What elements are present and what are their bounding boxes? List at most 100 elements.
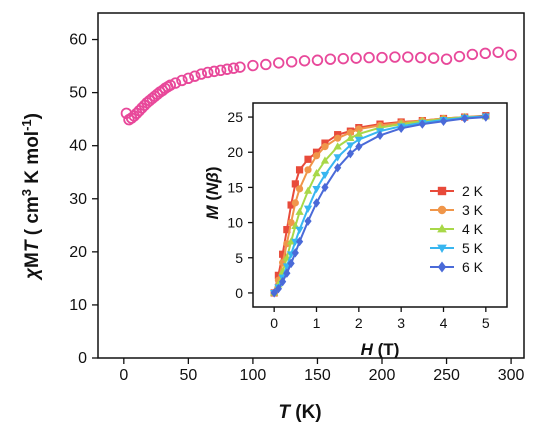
main-x-tick-label: 0	[119, 367, 128, 384]
data-point	[461, 113, 469, 124]
legend-label: 2 K	[462, 183, 484, 199]
data-point	[298, 55, 311, 67]
data-point	[234, 61, 246, 73]
main-x-tick-label: 200	[369, 367, 396, 384]
series-6k	[270, 112, 490, 298]
data-point	[453, 50, 466, 63]
data-point	[182, 72, 195, 84]
data-point	[397, 123, 405, 134]
data-point	[311, 54, 324, 66]
data-point	[355, 125, 363, 133]
inset-x-tick-label: 4	[440, 315, 448, 331]
main-y-tick-label: 20	[69, 244, 87, 261]
inset-y-tick-label: 10	[227, 215, 243, 231]
data-point	[291, 248, 299, 258]
data-point	[287, 218, 295, 227]
data-point	[214, 64, 227, 77]
legend-item: 5 K	[430, 240, 484, 256]
main-y-axis-title: χMT ( cm3 K mol-1)	[19, 113, 43, 281]
data-point	[303, 186, 313, 194]
inset-y-tick-label: 25	[227, 109, 243, 125]
data-point	[202, 66, 214, 79]
data-point	[334, 163, 342, 173]
legend-label: 3 K	[462, 202, 484, 218]
data-point	[439, 116, 448, 126]
main-y-tick-label: 0	[78, 350, 87, 367]
data-point	[287, 201, 295, 209]
legend-item: 4 K	[430, 221, 484, 237]
data-point	[376, 51, 388, 64]
inset-legend: 2 K 3 K 4 K 5 K 6 K	[430, 183, 484, 275]
legend-item: 2 K	[430, 183, 484, 199]
data-point	[333, 154, 342, 162]
inset-x-tick-label: 0	[270, 315, 278, 331]
data-point	[312, 198, 321, 208]
inset-x-tick-label: 5	[482, 315, 490, 331]
data-point	[402, 51, 414, 63]
data-point	[312, 185, 321, 194]
inset-x-tick-label: 3	[397, 315, 405, 331]
main-plot-frame	[97, 12, 525, 359]
legend-label: 4 K	[462, 221, 484, 237]
main-x-tick-label: 150	[304, 367, 331, 384]
data-point	[304, 166, 312, 174]
data-point	[283, 226, 291, 234]
data-point	[312, 169, 321, 177]
data-point	[283, 268, 291, 278]
data-point	[320, 156, 330, 164]
data-point	[189, 70, 201, 82]
inset-y-tick-label: 15	[227, 179, 243, 195]
data-point	[295, 226, 304, 234]
data-point	[304, 155, 312, 163]
data-point	[346, 133, 355, 142]
data-point	[279, 276, 287, 287]
legend-label: 5 K	[462, 240, 484, 256]
data-point	[354, 129, 363, 137]
data-point	[295, 207, 304, 215]
data-point	[466, 48, 479, 61]
data-point	[279, 250, 287, 258]
data-point	[274, 284, 282, 294]
data-point	[492, 46, 504, 58]
main-x-tick-label: 100	[240, 367, 267, 384]
inset-axes: 0 1 2 3 4 5 0 5 10 15 20 25	[227, 102, 508, 331]
data-point	[312, 152, 321, 160]
inset-y-tick-label: 20	[227, 144, 243, 160]
data-point	[415, 51, 427, 64]
inset-y-axis-title: M (Nβ)	[203, 166, 222, 219]
inset-plot-frame	[252, 102, 508, 308]
data-point	[440, 53, 453, 65]
data-point	[324, 53, 337, 65]
data-point	[304, 216, 312, 226]
data-point	[286, 237, 296, 245]
data-point	[295, 185, 304, 193]
data-point	[227, 62, 240, 74]
data-point	[363, 51, 375, 64]
inset-x-axis-title: H (T)	[361, 340, 400, 359]
legend-item: 6 K	[430, 259, 484, 275]
data-point	[355, 141, 363, 152]
data-point	[164, 79, 176, 91]
data-point	[346, 148, 354, 159]
inset-y-tick-label: 0	[235, 285, 243, 301]
inset-series	[270, 112, 490, 298]
main-y-tick-label: 50	[69, 85, 87, 102]
data-point	[273, 57, 285, 69]
data-point	[321, 182, 329, 193]
data-point	[337, 52, 349, 65]
data-point	[333, 142, 342, 150]
data-point	[295, 166, 304, 174]
data-point	[482, 112, 490, 122]
inset-x-tick-label: 1	[313, 315, 321, 331]
inset-y-tick-label: 5	[235, 250, 243, 266]
main-x-tick-label: 250	[433, 367, 460, 384]
legend-marker	[437, 205, 447, 215]
data-point	[176, 74, 188, 87]
legend-marker	[437, 223, 447, 233]
data-point	[208, 65, 220, 78]
data-point	[195, 68, 207, 80]
data-point	[295, 236, 304, 247]
data-point	[291, 199, 299, 207]
inset-x-tick-label: 2	[355, 315, 363, 331]
